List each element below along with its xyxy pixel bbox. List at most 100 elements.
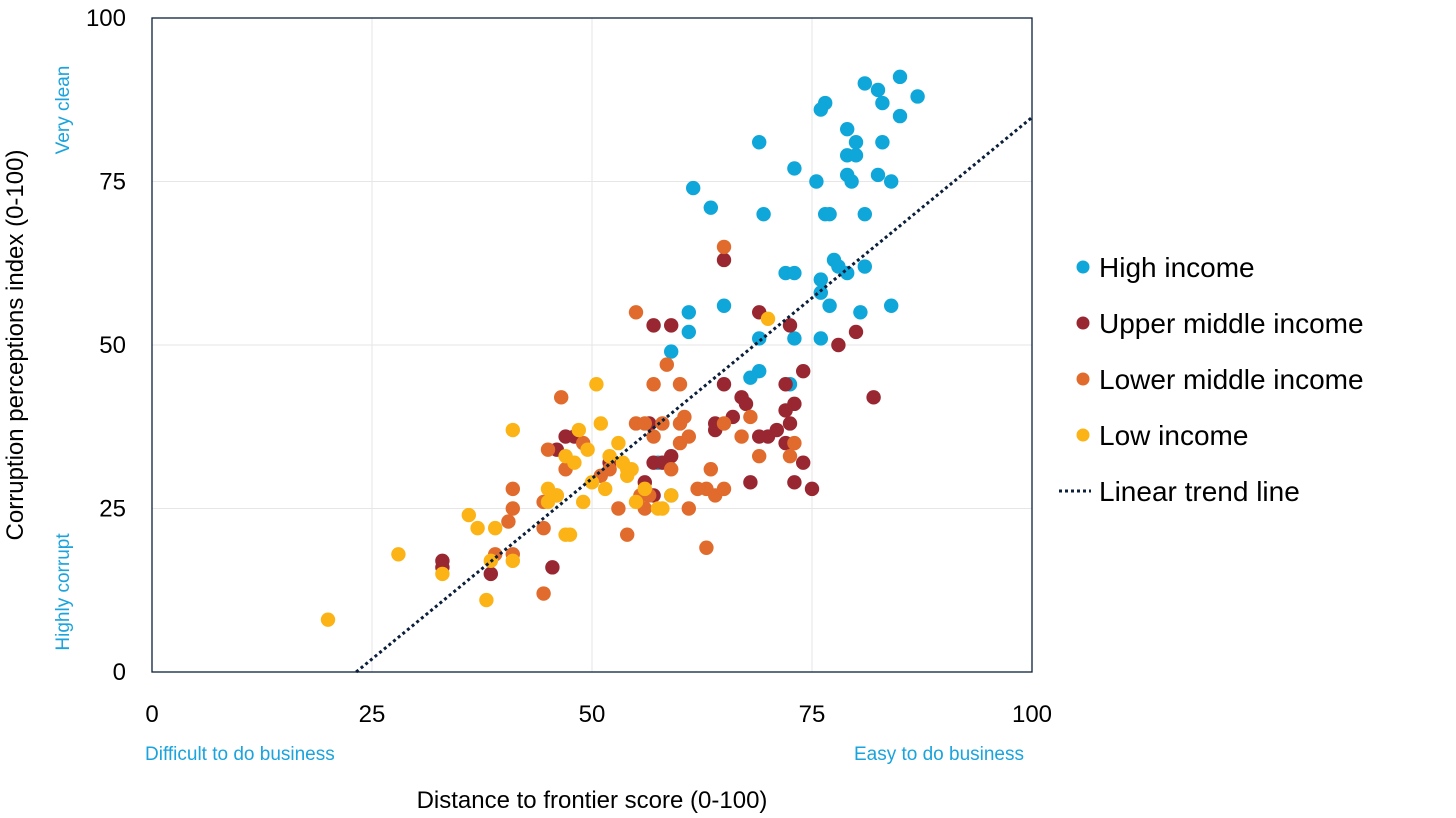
data-point [813, 272, 828, 287]
data-point [505, 501, 520, 516]
data-point [778, 377, 793, 392]
data-point [584, 475, 600, 490]
data-point [672, 377, 688, 392]
data-point [848, 135, 864, 150]
data-point [822, 207, 837, 222]
data-point [602, 448, 617, 464]
data-point [536, 586, 551, 601]
legend-label: Linear trend line [1099, 476, 1300, 507]
data-point [576, 494, 591, 510]
data-point [910, 89, 925, 104]
data-point [655, 416, 670, 431]
data-point [611, 435, 626, 451]
data-point [488, 520, 503, 536]
legend-marker [1076, 316, 1090, 330]
data-point [562, 527, 578, 542]
data-point [703, 462, 718, 477]
data-point [681, 305, 696, 320]
data-point [567, 455, 582, 470]
y-tick-label: 100 [86, 5, 126, 32]
data-point [752, 331, 767, 346]
data-point [804, 481, 820, 497]
data-point [848, 148, 864, 163]
data-point [716, 481, 732, 497]
data-point [760, 311, 776, 327]
data-point [884, 174, 899, 189]
x-axis-title: Distance to frontier score (0-100) [417, 787, 768, 814]
data-point [778, 403, 793, 418]
data-point [813, 285, 828, 300]
data-point [822, 298, 837, 313]
data-point [646, 377, 661, 392]
data-point [593, 416, 608, 431]
data-point [681, 501, 696, 516]
data-point [857, 207, 872, 222]
data-point [461, 507, 476, 523]
x-annotation-high: Easy to do business [854, 744, 1024, 765]
data-point [782, 416, 798, 431]
data-point [787, 265, 802, 281]
data-point [435, 566, 450, 582]
data-point [782, 448, 798, 464]
data-point [320, 612, 336, 627]
data-point [483, 566, 498, 582]
data-point [752, 135, 767, 150]
legend-label: High income [1099, 252, 1255, 283]
series-lower-middle-income [488, 239, 802, 601]
data-point [664, 488, 679, 503]
x-tick-label: 25 [359, 701, 386, 728]
data-point [620, 468, 635, 483]
data-point [787, 161, 802, 176]
linear-trend-line [355, 116, 1033, 674]
data-point [549, 488, 564, 503]
data-point [743, 370, 758, 385]
data-point [870, 167, 886, 183]
y-tick-label: 25 [99, 496, 126, 523]
data-point [840, 265, 855, 281]
data-point [628, 305, 644, 320]
data-point [813, 331, 828, 346]
data-point [809, 174, 824, 189]
data-point [752, 448, 767, 464]
data-point [716, 239, 732, 255]
x-annotation-low: Difficult to do business [145, 744, 335, 765]
data-point [743, 409, 758, 425]
data-point [391, 547, 406, 562]
y-tick-label: 0 [113, 659, 126, 686]
data-point [892, 69, 908, 85]
data-point [716, 298, 732, 313]
data-point [659, 357, 674, 372]
data-point [540, 442, 556, 457]
data-point [848, 324, 864, 340]
legend-label: Lower middle income [1099, 364, 1364, 395]
data-point [686, 180, 701, 196]
data-point [646, 318, 661, 333]
data-point [505, 481, 520, 497]
legend-marker [1076, 260, 1090, 274]
data-point [672, 435, 688, 451]
data-point [703, 200, 718, 215]
y-tick-labels: 0 25 50 75 100 [86, 5, 126, 686]
data-point [479, 592, 494, 608]
data-point [782, 318, 798, 333]
series-upper-middle-income [435, 252, 881, 582]
legend-label: Upper middle income [1099, 308, 1364, 339]
data-point [637, 481, 652, 497]
data-point [813, 102, 828, 117]
x-tick-labels: 0 25 50 75 100 [145, 701, 1052, 728]
data-point [681, 324, 696, 340]
data-point [875, 135, 890, 150]
data-point [554, 390, 569, 405]
data-point [884, 298, 899, 313]
data-point [769, 422, 784, 438]
data-point [580, 442, 595, 457]
legend-label: Low income [1099, 420, 1248, 451]
data-point [844, 174, 859, 189]
legend-marker [1076, 372, 1090, 386]
legend: High income Upper middle income Lower midd… [1059, 252, 1364, 507]
data-point [796, 363, 811, 379]
data-point [716, 252, 732, 268]
data-point [857, 259, 872, 274]
data-point [787, 475, 802, 490]
x-tick-label: 0 [145, 701, 158, 728]
